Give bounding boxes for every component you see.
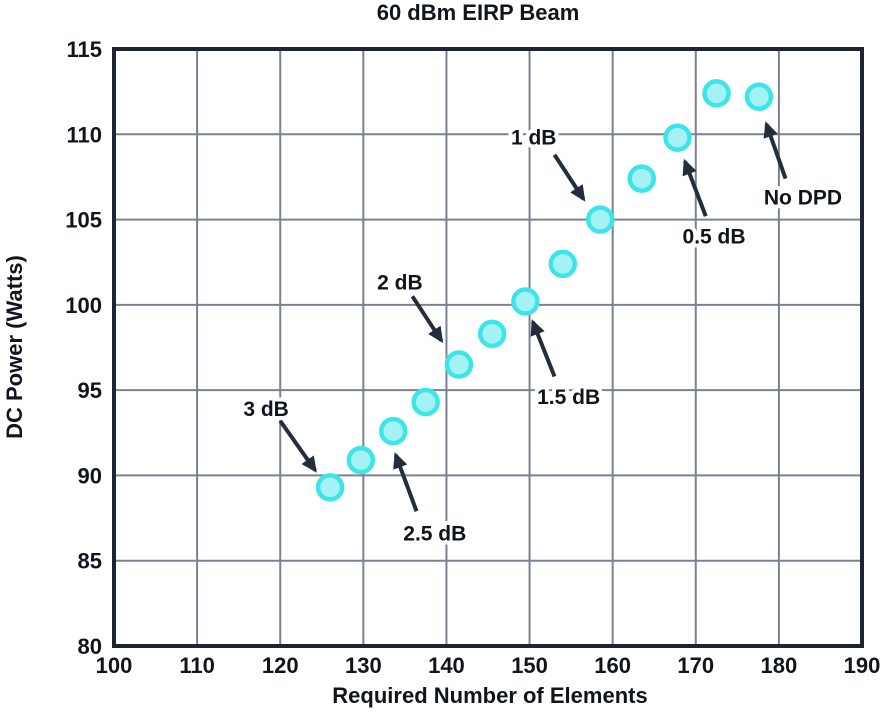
annotation-label: 1 dB — [511, 127, 557, 150]
x-tick-label: 110 — [179, 653, 215, 678]
y-tick-label: 115 — [67, 37, 103, 62]
x-tick-label: 160 — [594, 653, 631, 678]
x-tick-label: 150 — [511, 653, 548, 678]
annotation-label: 2.5 dB — [403, 522, 466, 545]
annotation-arrow — [393, 452, 419, 512]
data-point — [346, 445, 376, 475]
annotation-label: 1.5 dB — [537, 386, 600, 409]
x-tick-label: 170 — [677, 653, 714, 678]
data-point — [585, 205, 615, 234]
annotation-arrow — [278, 419, 317, 473]
data-point — [627, 164, 657, 193]
chart-title: 60 dBm EIRP Beam — [377, 0, 580, 25]
annotation-label: No DPD — [764, 186, 842, 209]
annotation-label: 3 dB — [243, 398, 289, 421]
x-tick-label: 190 — [844, 653, 881, 678]
x-tick-label: 130 — [345, 653, 382, 678]
annotations-layer: 3 dB 2.5 dB 2 dB 1.5 dB 1 dB 0.5 dB No DPD — [239, 121, 846, 549]
annotation-arrow — [682, 158, 708, 217]
x-axis-label: Required Number of Elements — [332, 683, 647, 708]
data-point — [744, 82, 774, 112]
annotation-arrow — [530, 319, 557, 378]
plot-border — [112, 47, 864, 648]
data-points-layer — [315, 79, 774, 502]
y-tick-label: 100 — [65, 293, 102, 318]
tick-labels-layer: 100 110 120 130 140 150 160 170 180 190 115 110 105 1… — [65, 37, 880, 678]
y-tick-label: 80 — [78, 634, 102, 659]
data-point — [411, 387, 440, 417]
x-tick-label: 100 — [96, 653, 133, 678]
data-point — [444, 350, 474, 379]
y-tick-label: 95 — [78, 378, 102, 403]
data-point — [663, 123, 692, 152]
data-point — [477, 319, 507, 349]
y-tick-label: 90 — [78, 463, 102, 488]
y-axis-label: DC Power (Watts) — [2, 255, 27, 439]
x-tick-label: 180 — [761, 653, 798, 678]
y-tick-label: 105 — [65, 208, 102, 233]
data-point — [702, 79, 731, 108]
gridlines-layer — [114, 49, 862, 646]
data-point — [379, 416, 408, 446]
data-point — [511, 287, 540, 316]
annotation-arrow — [410, 295, 444, 344]
annotation-arrow — [763, 121, 788, 180]
y-tick-label: 110 — [67, 122, 103, 147]
annotation-arrow — [552, 153, 586, 202]
x-tick-label: 120 — [262, 653, 299, 678]
data-point — [315, 473, 345, 502]
plot-border-layer — [112, 47, 864, 648]
data-point — [548, 249, 578, 279]
y-tick-label: 85 — [78, 549, 102, 574]
annotation-label: 0.5 dB — [683, 226, 746, 249]
x-tick-label: 140 — [428, 653, 465, 678]
annotation-label: 2 dB — [377, 272, 423, 295]
